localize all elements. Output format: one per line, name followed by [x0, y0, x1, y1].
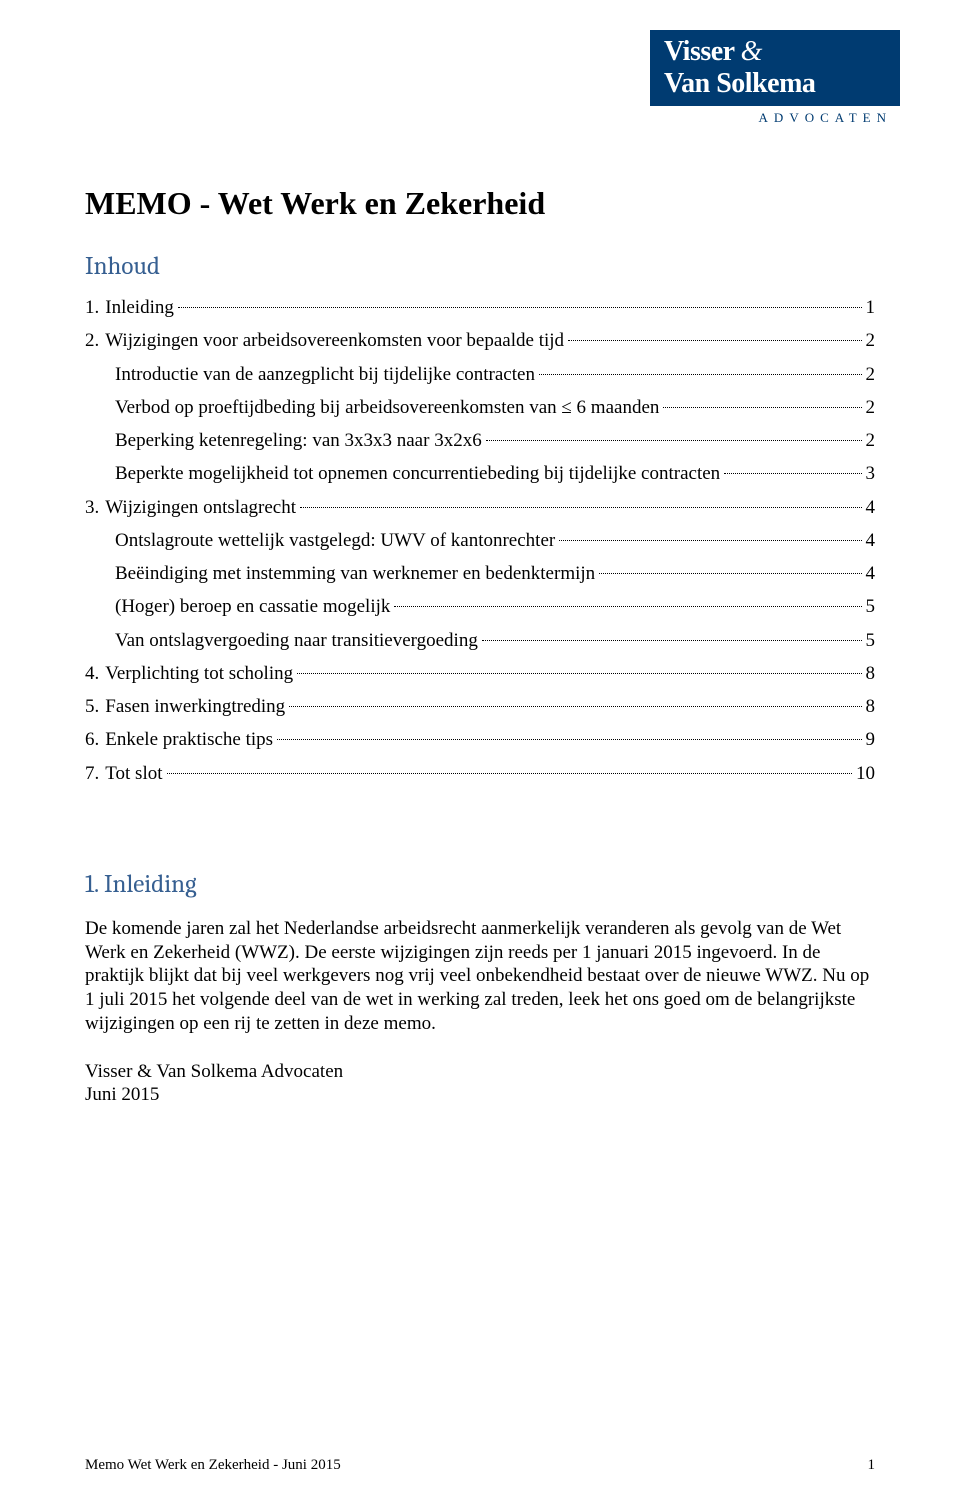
- toc-row[interactable]: Verbod op proeftijdbeding bij arbeidsove…: [85, 391, 875, 424]
- toc-leader: [568, 340, 861, 341]
- toc-leader: [482, 640, 862, 641]
- toc-leader: [300, 507, 861, 508]
- toc-item-label: Beperkte mogelijkheid tot opnemen concur…: [115, 457, 720, 490]
- toc-item-page: 8: [866, 690, 876, 723]
- toc-row[interactable]: 7.Tot slot 10: [85, 757, 875, 790]
- document-title: MEMO - Wet Werk en Zekerheid: [85, 185, 875, 222]
- toc-leader: [663, 407, 861, 408]
- toc-heading: Inhoud: [85, 252, 875, 281]
- toc-item-page: 2: [866, 324, 876, 357]
- toc-item-page: 5: [866, 590, 876, 623]
- toc-item-number: 5.: [85, 690, 99, 723]
- toc-row[interactable]: 3.Wijzigingen ontslagrecht 4: [85, 491, 875, 524]
- toc-leader: [559, 540, 861, 541]
- brand-logo: Visser & Van Solkema ADVOCATEN: [650, 30, 900, 126]
- toc-leader: [289, 706, 861, 707]
- toc-row[interactable]: Beperking ketenregeling: van 3x3x3 naar …: [85, 424, 875, 457]
- toc-leader: [539, 374, 862, 375]
- toc-item-label: Verbod op proeftijdbeding bij arbeidsove…: [115, 391, 659, 424]
- brand-name-line1a: Visser: [664, 36, 734, 67]
- toc-item-number: 1.: [85, 291, 99, 324]
- toc-item-page: 2: [866, 391, 876, 424]
- toc-item-page: 8: [866, 657, 876, 690]
- toc-item-page: 10: [856, 757, 875, 790]
- toc-leader: [277, 739, 861, 740]
- table-of-contents: 1.Inleiding12.Wijzigingen voor arbeidsov…: [85, 291, 875, 790]
- intro-paragraph: De komende jaren zal het Nederlandse arb…: [85, 917, 875, 1036]
- toc-row[interactable]: 6.Enkele praktische tips 9: [85, 723, 875, 756]
- toc-item-label: Van ontslagvergoeding naar transitieverg…: [115, 624, 478, 657]
- toc-leader: [486, 440, 862, 441]
- brand-logo-panel: Visser & Van Solkema: [650, 30, 900, 106]
- toc-item-label: Tot slot: [105, 757, 162, 790]
- toc-item-label: (Hoger) beroep en cassatie mogelijk: [115, 590, 390, 623]
- toc-row[interactable]: Beëindiging met instemming van werknemer…: [85, 557, 875, 590]
- toc-item-page: 4: [866, 524, 876, 557]
- toc-item-number: 6.: [85, 723, 99, 756]
- toc-leader: [724, 473, 861, 474]
- toc-item-page: 3: [866, 457, 876, 490]
- toc-item-label: Beperking ketenregeling: van 3x3x3 naar …: [115, 424, 482, 457]
- toc-item-page: 2: [866, 358, 876, 391]
- toc-item-label: Inleiding: [105, 291, 174, 324]
- toc-item-page: 2: [866, 424, 876, 457]
- brand-name-line2: Van Solkema: [664, 68, 815, 99]
- section-heading-inleiding: 1. Inleiding: [85, 870, 875, 899]
- brand-subtitle: ADVOCATEN: [650, 106, 900, 126]
- toc-item-page: 9: [866, 723, 876, 756]
- toc-row[interactable]: Ontslagroute wettelijk vastgelegd: UWV o…: [85, 524, 875, 557]
- toc-item-label: Fasen inwerkingtreding: [105, 690, 285, 723]
- footer-page-number: 1: [868, 1457, 876, 1474]
- toc-item-page: 4: [866, 557, 876, 590]
- document-page: Visser & Van Solkema ADVOCATEN MEMO - We…: [0, 0, 960, 1509]
- toc-item-label: Wijzigingen ontslagrecht: [105, 491, 296, 524]
- toc-item-label: Wijzigingen voor arbeidsovereenkomsten v…: [105, 324, 564, 357]
- toc-item-label: Enkele praktische tips: [105, 723, 273, 756]
- toc-leader: [599, 573, 861, 574]
- toc-item-label: Introductie van de aanzegplicht bij tijd…: [115, 358, 535, 391]
- toc-row[interactable]: (Hoger) beroep en cassatie mogelijk 5: [85, 590, 875, 623]
- toc-item-number: 7.: [85, 757, 99, 790]
- footer-left: Memo Wet Werk en Zekerheid - Juni 2015: [85, 1457, 341, 1474]
- signature-date: Juni 2015: [85, 1084, 159, 1105]
- toc-item-label: Ontslagroute wettelijk vastgelegd: UWV o…: [115, 524, 555, 557]
- signature-org: Visser & Van Solkema Advocaten: [85, 1061, 343, 1082]
- toc-leader: [297, 673, 861, 674]
- toc-leader: [167, 773, 852, 774]
- toc-row[interactable]: Van ontslagvergoeding naar transitieverg…: [85, 624, 875, 657]
- toc-item-label: Beëindiging met instemming van werknemer…: [115, 557, 595, 590]
- toc-item-label: Verplichting tot scholing: [105, 657, 293, 690]
- signature-block: Visser & Van Solkema Advocaten Juni 2015: [85, 1060, 875, 1108]
- toc-row[interactable]: 2.Wijzigingen voor arbeidsovereenkomsten…: [85, 324, 875, 357]
- toc-item-page: 1: [866, 291, 876, 324]
- toc-item-number: 4.: [85, 657, 99, 690]
- toc-row[interactable]: 1.Inleiding 1: [85, 291, 875, 324]
- toc-item-number: 3.: [85, 491, 99, 524]
- brand-name-amp: &: [741, 36, 762, 67]
- page-footer: Memo Wet Werk en Zekerheid - Juni 2015 1: [85, 1457, 875, 1474]
- toc-row[interactable]: Beperkte mogelijkheid tot opnemen concur…: [85, 457, 875, 490]
- toc-item-page: 4: [866, 491, 876, 524]
- toc-leader: [178, 307, 862, 308]
- toc-item-number: 2.: [85, 324, 99, 357]
- toc-row[interactable]: 4.Verplichting tot scholing 8: [85, 657, 875, 690]
- toc-item-page: 5: [866, 624, 876, 657]
- toc-leader: [394, 606, 861, 607]
- toc-row[interactable]: 5.Fasen inwerkingtreding 8: [85, 690, 875, 723]
- toc-row[interactable]: Introductie van de aanzegplicht bij tijd…: [85, 358, 875, 391]
